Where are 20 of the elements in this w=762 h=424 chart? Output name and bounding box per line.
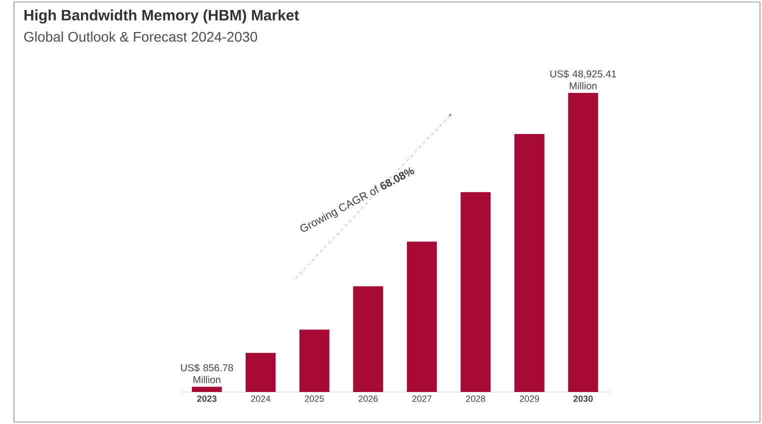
x-tick-label: 2028 (466, 396, 486, 402)
x-tick-label: 2027 (412, 396, 432, 402)
x-tick-label: 2025 (304, 396, 324, 402)
bar (460, 192, 491, 392)
chart-subtitle: Global Outlook & Forecast 2024-2030 (24, 32, 258, 42)
x-tick-label: 2026 (358, 396, 378, 402)
bar (192, 386, 222, 392)
bar (514, 134, 544, 392)
chart-title: High Bandwidth Memory (HBM) Market (24, 10, 299, 24)
bar (406, 242, 437, 392)
bar (353, 286, 384, 392)
x-tick-label: 2029 (520, 396, 539, 402)
data-label: US$ 856.78 Million (181, 364, 234, 384)
bar (299, 330, 330, 392)
x-tick-label: 2023 (197, 396, 217, 402)
bar (568, 92, 598, 392)
data-label: US$ 48,925.41 Million (550, 70, 616, 90)
x-tick-label: 2024 (251, 396, 270, 402)
bar (246, 352, 276, 392)
x-tick-label: 2030 (573, 396, 593, 402)
